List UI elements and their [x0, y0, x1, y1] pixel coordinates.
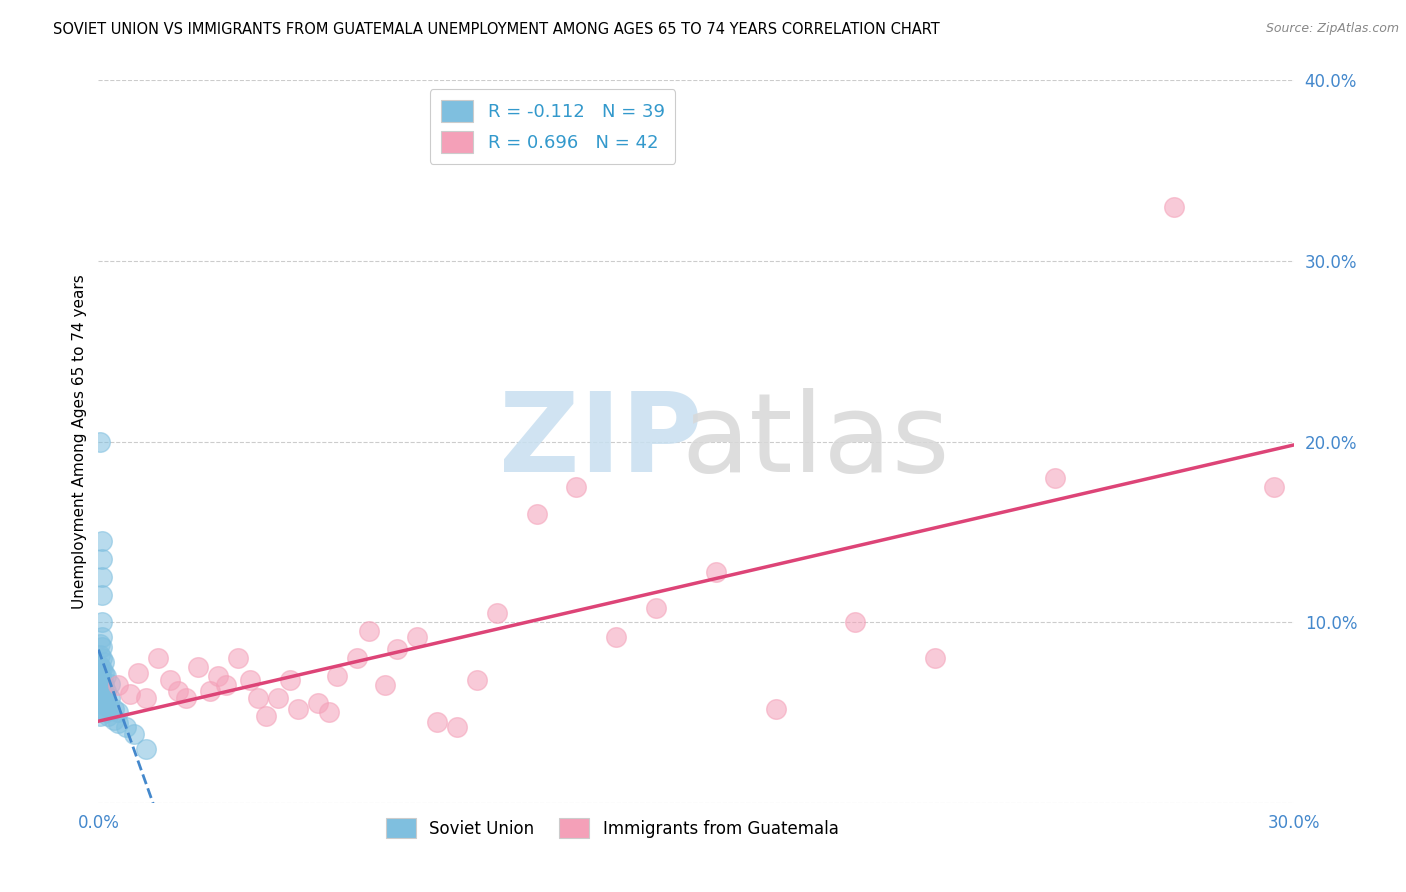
Point [107, 678, 129, 692]
Point [98, 691, 122, 706]
Point [645, 600, 668, 615]
Point [89, 673, 111, 687]
Point [91, 691, 114, 706]
Point [385, 642, 409, 657]
Point [98, 676, 122, 690]
Y-axis label: Unemployment Among Ages 65 to 74 years: Unemployment Among Ages 65 to 74 years [72, 274, 87, 609]
Point [91, 533, 114, 548]
Point [93, 698, 115, 713]
Point [91, 588, 114, 602]
Point [89, 687, 111, 701]
Point [187, 660, 209, 674]
Point [89, 434, 111, 449]
Point [89, 665, 111, 680]
Point [307, 697, 329, 711]
Point [96, 669, 118, 683]
Point [565, 480, 588, 494]
Point [89, 648, 111, 662]
Point [844, 615, 866, 630]
Point [287, 702, 309, 716]
Point [318, 706, 340, 720]
Point [1043, 471, 1066, 485]
Point [103, 702, 125, 716]
Point [107, 706, 129, 720]
Point [89, 695, 111, 709]
Point [485, 606, 508, 620]
Point [148, 651, 170, 665]
Point [93, 665, 115, 680]
Point [91, 630, 114, 644]
Point [91, 640, 114, 655]
Point [124, 727, 146, 741]
Legend: Soviet Union, Immigrants from Guatemala: Soviet Union, Immigrants from Guatemala [380, 812, 845, 845]
Point [89, 658, 111, 673]
Point [91, 615, 114, 630]
Point [91, 570, 114, 584]
Point [254, 709, 277, 723]
Point [1263, 480, 1285, 494]
Point [91, 673, 114, 687]
Point [465, 673, 488, 687]
Point [97, 698, 120, 713]
Text: ZIP: ZIP [499, 388, 702, 495]
Point [89, 680, 111, 694]
Point [93, 655, 115, 669]
Point [98, 702, 122, 716]
Point [605, 630, 627, 644]
Point [526, 507, 548, 521]
Point [215, 678, 238, 692]
Point [267, 691, 290, 706]
Point [91, 552, 114, 566]
Point [226, 651, 249, 665]
Point [174, 691, 197, 706]
Point [93, 687, 115, 701]
Point [326, 669, 349, 683]
Text: SOVIET UNION VS IMMIGRANTS FROM GUATEMALA UNEMPLOYMENT AMONG AGES 65 TO 74 YEARS: SOVIET UNION VS IMMIGRANTS FROM GUATEMAL… [53, 22, 941, 37]
Point [93, 676, 115, 690]
Point [115, 720, 138, 734]
Point [96, 683, 118, 698]
Point [765, 702, 787, 716]
Point [1163, 200, 1185, 214]
Point [89, 702, 111, 716]
Point [96, 706, 118, 720]
Point [135, 741, 157, 756]
Point [97, 709, 120, 723]
Point [120, 687, 142, 701]
Point [426, 714, 449, 729]
Point [96, 695, 118, 709]
Text: atlas: atlas [682, 388, 949, 495]
Point [406, 630, 429, 644]
Point [159, 673, 181, 687]
Point [91, 680, 114, 694]
Point [103, 713, 125, 727]
Point [704, 565, 727, 579]
Point [239, 673, 262, 687]
Point [246, 691, 269, 706]
Point [89, 709, 111, 723]
Point [107, 716, 129, 731]
Text: Source: ZipAtlas.com: Source: ZipAtlas.com [1265, 22, 1399, 36]
Point [278, 673, 301, 687]
Point [198, 683, 221, 698]
Point [374, 678, 396, 692]
Point [91, 662, 114, 676]
Point [127, 665, 149, 680]
Point [346, 651, 368, 665]
Point [167, 683, 190, 698]
Point [924, 651, 946, 665]
Point [91, 651, 114, 665]
Point [359, 624, 381, 639]
Point [89, 637, 111, 651]
Point [446, 720, 468, 734]
Point [135, 691, 157, 706]
Point [207, 669, 229, 683]
